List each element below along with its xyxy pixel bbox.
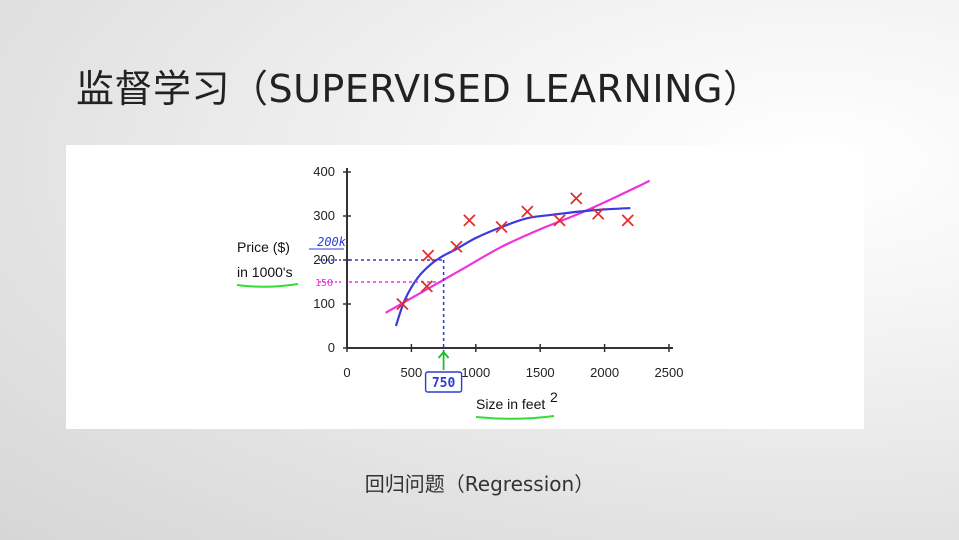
linear-fit-line (385, 179, 651, 314)
x-label-underline (475, 415, 555, 420)
curve-reading-label: 200k (317, 235, 347, 249)
data-point-marker (553, 214, 566, 227)
y-tick-label: 400 (313, 164, 335, 179)
marker-stroke (592, 207, 605, 220)
query-arrow-head (437, 350, 450, 359)
marker-stroke (420, 280, 433, 293)
slide-title: 监督学习（SUPERVISED LEARNING） (76, 67, 762, 111)
data-point-marker (621, 214, 634, 227)
data-point-marker (463, 214, 476, 227)
regression-figure: 0 100 200 300 400 0 500 1000 1500 2000 2500 200k 15… (66, 145, 864, 429)
query-size-box (424, 371, 463, 393)
y-axis-label-line1: Price ($) (237, 239, 290, 255)
x-tick-label: 2500 (655, 365, 684, 380)
quadratic-fit-curve (394, 206, 631, 327)
marker-stroke (463, 214, 476, 227)
marker-stroke (450, 240, 463, 253)
x-tick-label: 2000 (590, 365, 619, 380)
x-tick-label: 1500 (526, 365, 555, 380)
y-label-underline (236, 283, 299, 288)
marker-stroke (621, 214, 634, 227)
marker-stroke (521, 205, 534, 218)
data-point-marker (422, 249, 435, 262)
y-tick-label: 0 (328, 340, 335, 355)
data-point-marker (592, 207, 605, 220)
y-axis-label-line2: in 1000's (237, 264, 293, 280)
marker-stroke (553, 214, 566, 227)
data-point-marker (450, 240, 463, 253)
x-axis-label-superscript: 2 (550, 389, 558, 405)
x-tick-label: 1000 (461, 365, 490, 380)
slide-caption: 回归问题（Regression） (364, 472, 595, 496)
marker-stroke (495, 220, 508, 234)
x-axis-label: Size in feet (476, 396, 545, 412)
query-size-label: 750 (432, 376, 456, 391)
data-point-marker (521, 205, 534, 218)
data-point-marker (495, 220, 508, 234)
data-point-marker (396, 297, 409, 311)
line-reading-label: 150 (315, 278, 333, 289)
x-tick-label: 0 (343, 365, 350, 380)
y-tick-label: 100 (313, 296, 335, 311)
data-point-marker (420, 280, 433, 293)
x-tick-label: 500 (401, 365, 423, 380)
marker-stroke (570, 192, 583, 205)
data-point-marker (570, 192, 583, 205)
y-tick-label: 300 (313, 208, 335, 223)
marker-stroke (422, 249, 435, 262)
marker-stroke (396, 297, 409, 311)
